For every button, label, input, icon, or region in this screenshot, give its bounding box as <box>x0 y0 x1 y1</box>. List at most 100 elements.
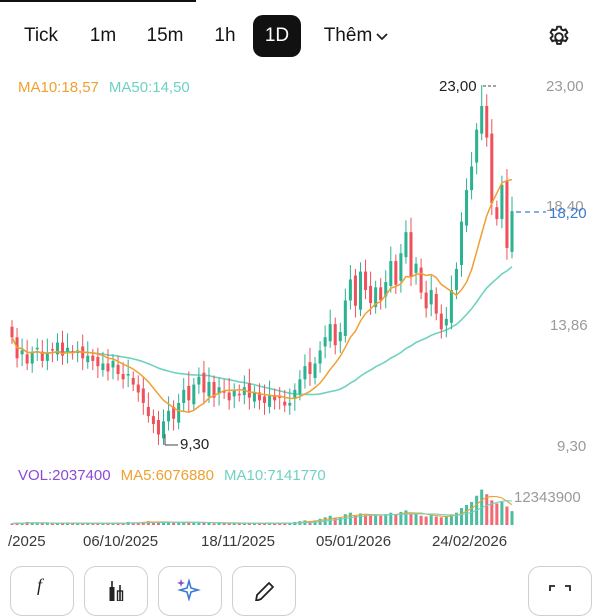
tab-1h[interactable]: 1h <box>204 14 246 58</box>
volume-bar <box>505 506 509 525</box>
volume-bar <box>197 521 201 525</box>
volume-bar <box>111 522 115 525</box>
candle-body <box>131 377 135 385</box>
candle-body <box>66 347 70 352</box>
volume-bar <box>389 512 393 525</box>
volume-bar <box>348 512 352 525</box>
candle-body <box>293 389 297 400</box>
volume-bar <box>30 522 34 525</box>
volume-bar <box>10 523 14 525</box>
tab-15m-label: 15m <box>146 25 184 46</box>
candle-body <box>404 232 408 258</box>
volume-bar <box>384 514 388 525</box>
candle-body <box>172 406 176 419</box>
volume-bar <box>283 522 287 525</box>
draw-tool-button[interactable] <box>232 566 296 616</box>
candle-body <box>419 267 423 293</box>
candle-body <box>55 342 59 355</box>
volume-bar <box>273 523 277 525</box>
volume-bar <box>50 523 54 525</box>
volume-bar <box>227 523 231 525</box>
candle-body <box>475 129 479 163</box>
candle-body <box>20 350 24 355</box>
high-annotation: 23,00 <box>439 78 477 95</box>
candle-body <box>227 392 231 401</box>
volume-bar <box>485 494 489 525</box>
candle-body <box>394 261 398 285</box>
volume-bar <box>207 522 211 525</box>
candle-body <box>40 351 44 361</box>
volume-bar <box>15 522 19 525</box>
volume-bar <box>156 521 160 525</box>
tab-1m[interactable]: 1m <box>80 14 126 58</box>
vol-ma10-value: MA10:7141770 <box>223 467 326 484</box>
last-price-label: 18,20 <box>549 205 587 222</box>
volume-bar <box>131 522 135 525</box>
tab-tick-label: Tick <box>23 25 59 46</box>
volume-bar <box>278 523 282 525</box>
candle-body <box>424 292 428 309</box>
volume-bar <box>172 522 176 525</box>
volume-bar <box>268 522 272 525</box>
candle-body <box>278 396 282 398</box>
volume-bar <box>81 522 85 525</box>
tab-1d[interactable]: 1D <box>253 15 301 57</box>
candle-body <box>369 286 373 304</box>
candle-body <box>217 387 221 394</box>
candle-body <box>106 363 110 372</box>
candle-body <box>101 363 105 371</box>
candle-body <box>313 363 317 378</box>
fullscreen-button[interactable] <box>528 566 592 616</box>
candle-body <box>485 106 489 138</box>
volume-bar <box>394 514 398 525</box>
chart-type-button[interactable] <box>84 566 148 616</box>
candle-body <box>252 392 256 402</box>
function-icon: f <box>37 575 45 595</box>
candle-body <box>91 355 95 361</box>
candle-body <box>449 289 453 323</box>
candle-body <box>136 384 140 393</box>
x-tick-label: 24/02/2026 <box>432 533 507 550</box>
volume-bar <box>454 512 458 525</box>
volume-bar <box>343 514 347 525</box>
volume-bar <box>35 523 39 525</box>
volume-bar <box>187 522 191 525</box>
volume-bar <box>444 516 448 525</box>
candle-body <box>399 253 403 281</box>
volume-bar <box>404 510 408 525</box>
volume-bar <box>399 511 403 525</box>
indicator-fx-button[interactable]: f <box>10 566 74 616</box>
chevron-down-icon <box>376 14 388 58</box>
tab-1m-label: 1m <box>89 25 117 46</box>
svg-text:f: f <box>37 575 45 595</box>
volume-bar <box>495 503 499 525</box>
volume-bar <box>313 520 317 525</box>
tab-tick[interactable]: Tick <box>10 14 72 58</box>
tab-more[interactable]: Thêm <box>312 14 400 58</box>
volume-bar <box>333 518 337 525</box>
price-chart[interactable]: 23,00 18,40 13,86 9,30 12343900 23,00 9,… <box>0 0 600 600</box>
settings-gear-icon[interactable] <box>546 24 572 50</box>
candle-body <box>384 282 388 297</box>
candle-body <box>414 263 418 273</box>
tab-15m[interactable]: 15m <box>136 14 194 58</box>
volume-bar <box>25 521 29 525</box>
candle-body <box>141 388 145 403</box>
volume-bar <box>91 523 95 525</box>
volume-bar <box>151 521 155 525</box>
y-tick-label: 23,00 <box>546 78 584 95</box>
volume-bar <box>71 523 75 525</box>
candle-body <box>242 387 246 396</box>
volume-bar <box>60 523 65 525</box>
volume-bar <box>409 514 413 525</box>
candle-body <box>343 300 347 336</box>
volume-bar <box>353 515 357 525</box>
volume-bar <box>459 508 464 525</box>
ai-sparkle-button[interactable] <box>158 566 222 616</box>
volume-bar <box>465 504 469 525</box>
volume-bar <box>449 514 453 525</box>
x-tick-label: 06/10/2025 <box>83 533 158 550</box>
ma50-path <box>11 266 513 396</box>
x-tick-label: 18/11/2025 <box>201 533 275 550</box>
volume-bar <box>358 513 362 525</box>
